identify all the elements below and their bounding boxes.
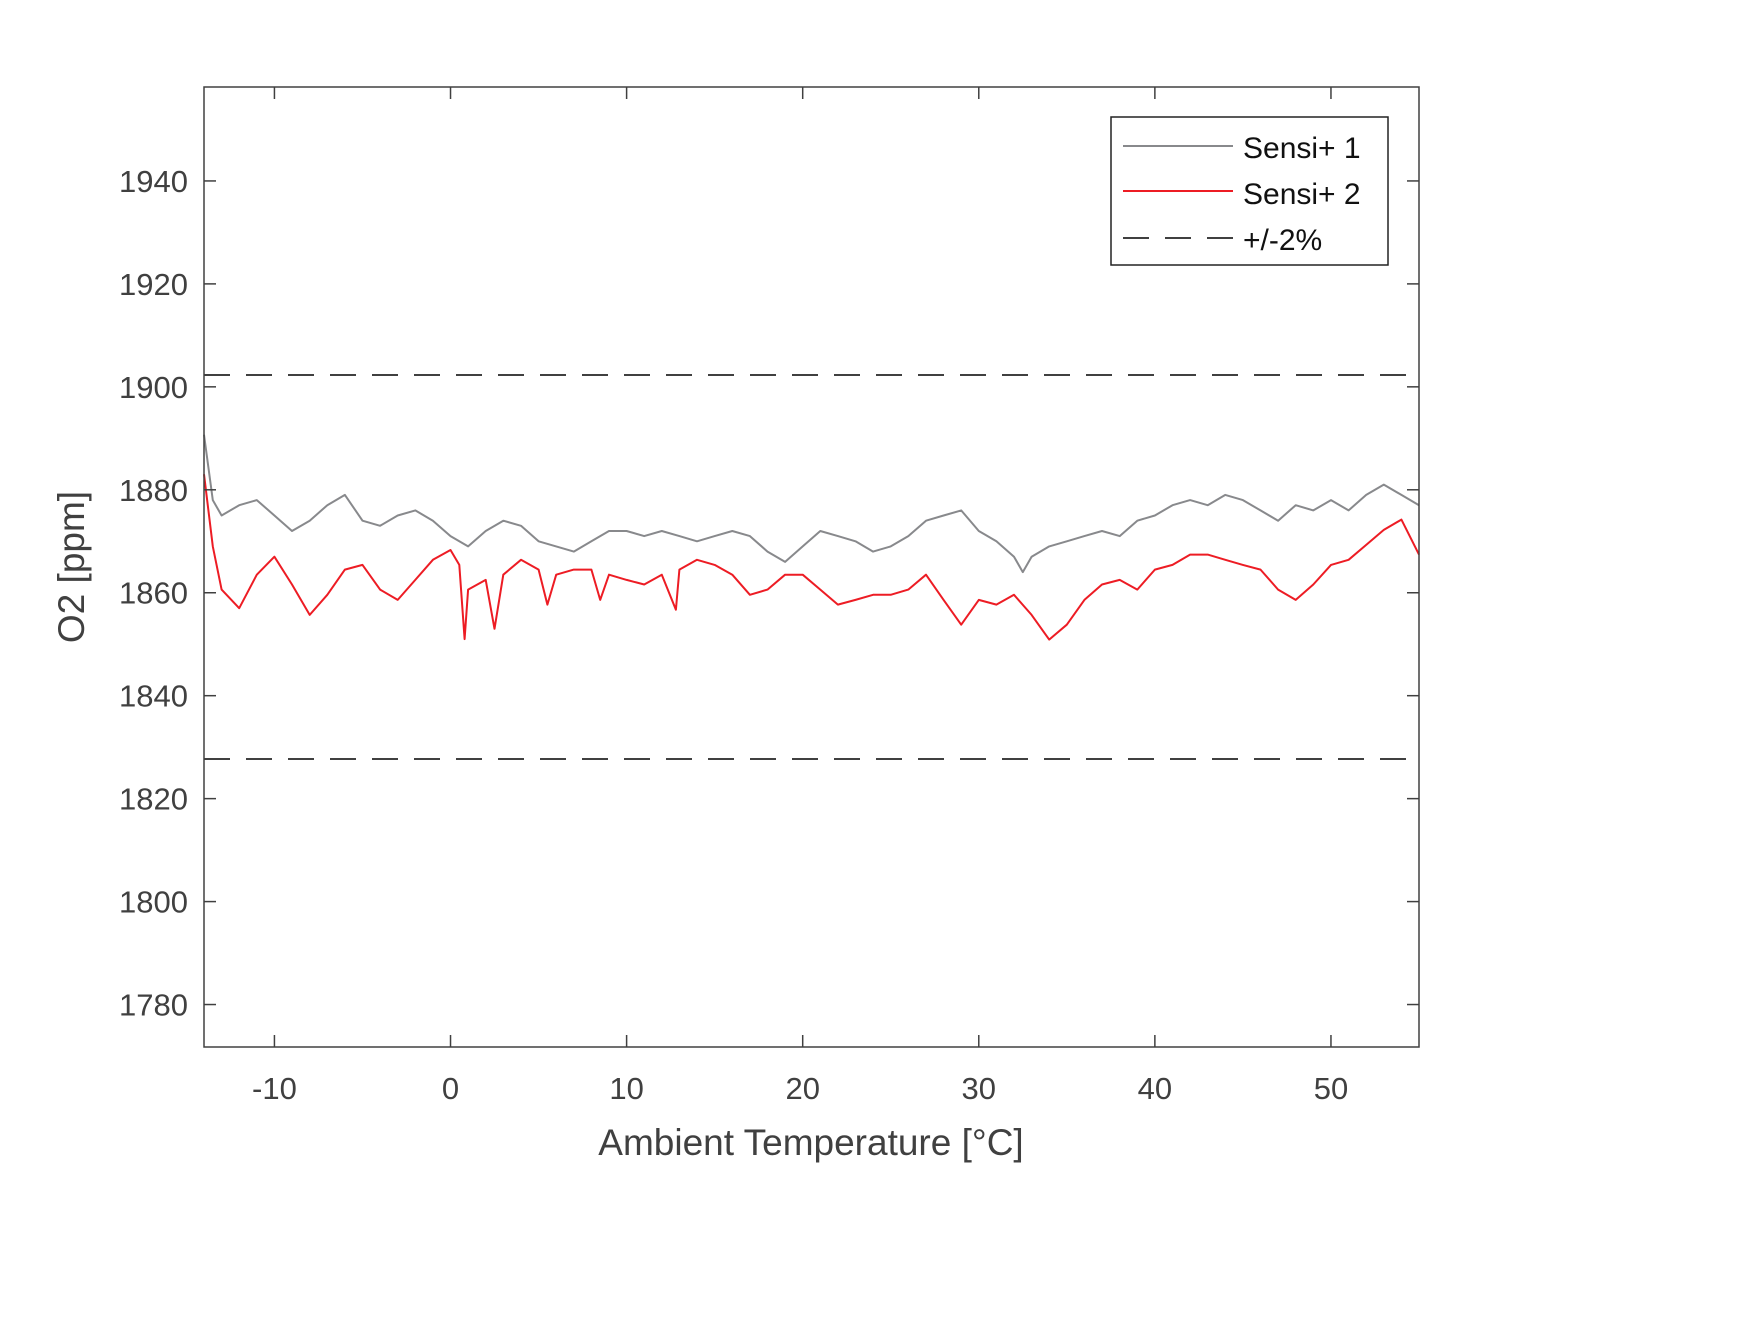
legend-label-tolerance: +/-2% [1243,224,1322,257]
legend-label-sensi2: Sensi+ 2 [1243,178,1361,211]
x-tick-label: 10 [609,1071,643,1106]
legend: Sensi+ 1 Sensi+ 2 +/-2% [1110,116,1389,266]
y-tick-label: 1840 [119,679,188,714]
x-axis-label: Ambient Temperature [°C] [598,1122,1023,1163]
y-tick-label: 1800 [119,885,188,920]
x-tick-label: -10 [252,1071,297,1106]
ticks: -10 0 10 20 30 40 50 1780 1800 1820 1840 1860 1880 19… [119,87,1419,1106]
x-tick-label: 20 [785,1071,819,1106]
y-axis-label: O2 [ppm] [51,491,92,643]
y-tick-label: 1860 [119,576,188,611]
y-tick-label: 1920 [119,267,188,302]
x-tick-label: 50 [1314,1071,1348,1106]
y-tick-label: 1880 [119,473,188,508]
y-tick-label: 1820 [119,782,188,817]
y-tick-label: 1780 [119,988,188,1023]
x-tick-label: 40 [1138,1071,1172,1106]
series-line-sensi2 [203,474,1420,641]
y-tick-label: 1940 [119,164,188,199]
legend-label-sensi1: Sensi+ 1 [1243,132,1361,165]
y-tick-label: 1900 [119,370,188,405]
plot-area [203,374,1420,760]
series-line-sensi1 [203,434,1420,574]
x-tick-label: 0 [442,1071,459,1106]
axes-box [203,86,1420,1048]
x-tick-label: 30 [962,1071,996,1106]
